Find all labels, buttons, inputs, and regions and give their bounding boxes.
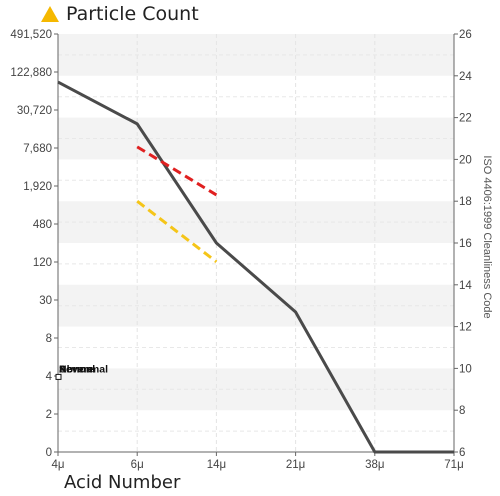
y-left-tick-label: 30,720 xyxy=(17,105,52,117)
x-tick-label: 14μ xyxy=(207,459,226,471)
y-right-tick-label: 16 xyxy=(459,238,472,250)
y-left-tick-label: 8 xyxy=(46,333,52,345)
warning-triangle-icon xyxy=(41,6,59,22)
x-tick-label: 38μ xyxy=(365,459,384,471)
y-right-tick-label: 24 xyxy=(459,71,472,83)
y-left-tick-label: 491,520 xyxy=(10,29,52,41)
series-line-actual xyxy=(57,80,454,454)
annotation-label: Abnormal xyxy=(59,363,108,375)
y-right-tick-label: 26 xyxy=(459,29,472,41)
series-line-limit-red xyxy=(136,145,218,197)
x-axis-title: Acid Number xyxy=(64,472,181,493)
y-left-tick-label: 1,920 xyxy=(23,181,52,193)
annotation-marker xyxy=(55,373,62,380)
x-tick-label: 6μ xyxy=(131,459,144,471)
x-tick-label: 4μ xyxy=(51,459,64,471)
y-right-tick-label: 14 xyxy=(459,280,472,292)
y-right-tick-label: 22 xyxy=(459,113,472,125)
y-left-tick-label: 480 xyxy=(33,219,52,231)
annotation-label: Severe xyxy=(59,363,94,375)
chart-title-text: Particle Count xyxy=(66,3,199,25)
y-left-tick-label: 7,680 xyxy=(23,143,52,155)
series-line-limit-yellow xyxy=(136,200,218,264)
y-left-tick-label: 30 xyxy=(39,295,52,307)
y-left-tick-label: 4 xyxy=(46,371,53,383)
chart-title: Particle Count xyxy=(40,2,199,26)
y-left-tick-label: 0 xyxy=(46,447,52,459)
y-right-tick-label: 12 xyxy=(459,322,472,334)
y-right-tick-label: 10 xyxy=(459,363,472,375)
y-right-tick-label: 8 xyxy=(459,405,465,417)
y-right-tick-label: 20 xyxy=(459,154,472,166)
x-tick-label: 21μ xyxy=(286,459,305,471)
annotation-label: Normal xyxy=(59,363,95,375)
y-right-axis-title: ISO 4406:1999 Cleanliness Code xyxy=(481,155,493,318)
x-tick-label: 71μ xyxy=(444,459,463,471)
y-left-tick-label: 122,880 xyxy=(10,67,52,79)
y-right-tick-label: 18 xyxy=(459,196,472,208)
y-right-tick-label: 6 xyxy=(459,447,465,459)
y-left-tick-label: 2 xyxy=(46,409,52,421)
y-left-tick-label: 120 xyxy=(33,257,52,269)
